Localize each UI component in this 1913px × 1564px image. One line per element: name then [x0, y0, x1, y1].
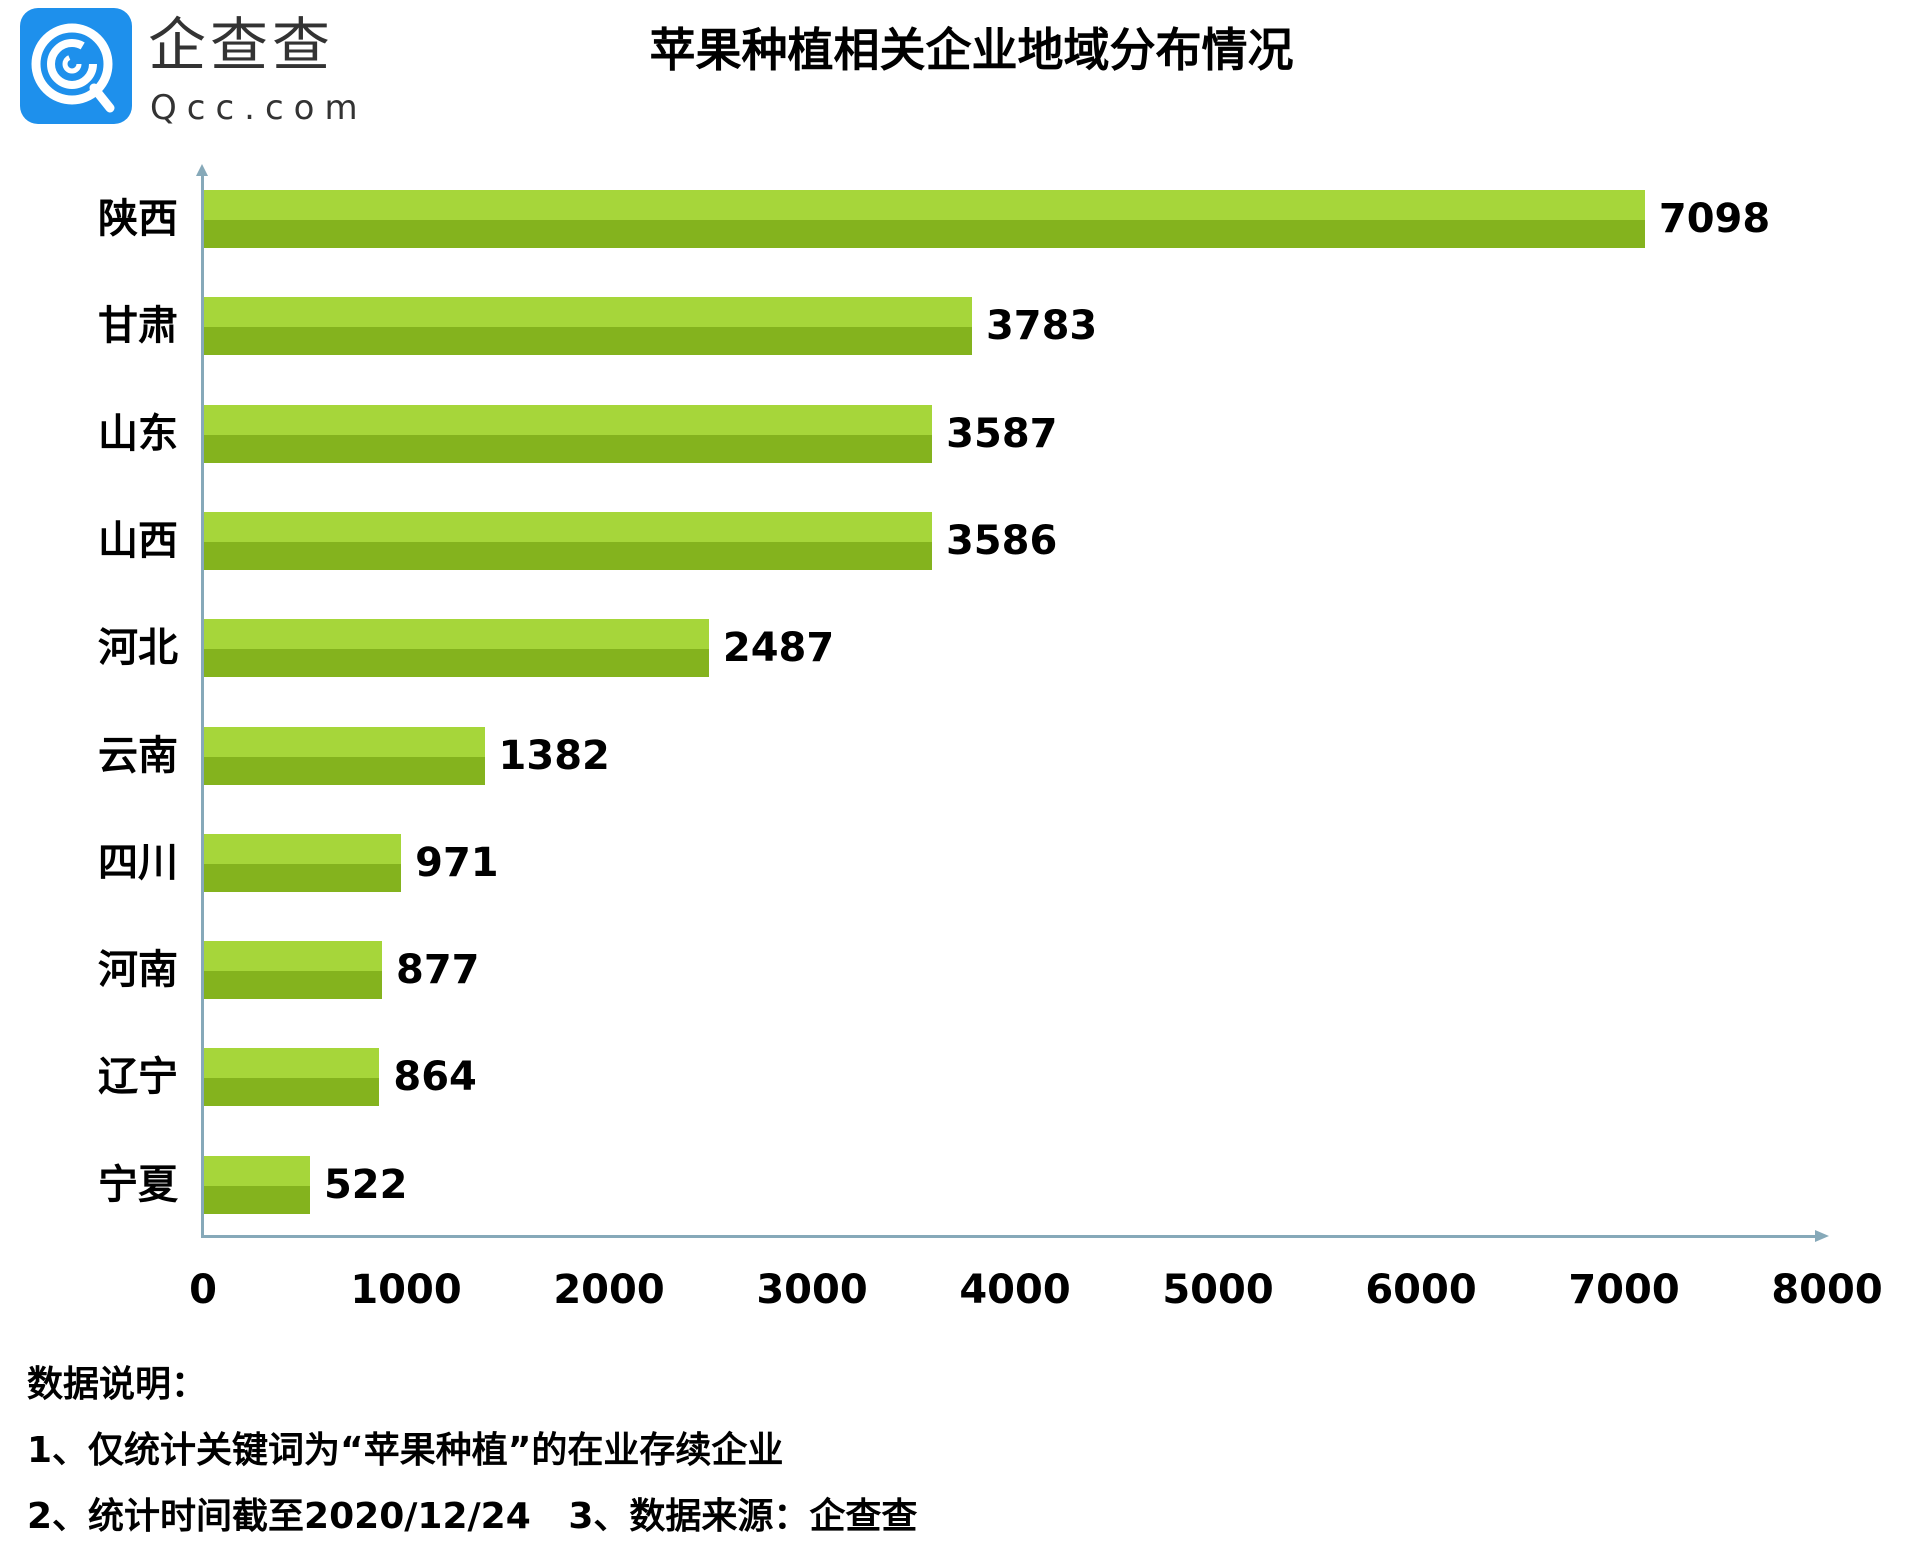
bar-row: 四川 971 — [0, 833, 1913, 892]
value-label: 3587 — [946, 410, 1058, 457]
bar-shade — [204, 1078, 380, 1107]
x-tick-label: 7000 — [1568, 1267, 1680, 1313]
bar — [204, 404, 933, 463]
category-label: 陕西 — [98, 196, 178, 242]
bar — [204, 511, 932, 570]
bar-highlight — [204, 511, 932, 542]
logo-text-en: Qcc.com — [150, 88, 368, 128]
bar-row: 宁夏 522 — [0, 1155, 1913, 1214]
x-axis-line — [201, 1235, 1819, 1238]
value-label: 2487 — [722, 625, 835, 672]
bar-chart: 陕西 7098 甘肃 3783 山东 3587 山西 3586 河北 2487 云南 1382 四川 97… — [0, 164, 1913, 1313]
bar-shade — [204, 327, 972, 356]
bar-highlight — [204, 404, 933, 435]
x-tick-label: 8000 — [1771, 1267, 1883, 1313]
qcc-logo-icon — [20, 8, 132, 124]
bar-highlight — [204, 1048, 380, 1079]
bar-row: 河北 2487 — [0, 619, 1913, 678]
value-label: 877 — [396, 947, 480, 994]
bar-row: 河南 877 — [0, 941, 1913, 1000]
x-tick-label: 2000 — [553, 1267, 665, 1313]
value-label: 1382 — [498, 732, 610, 779]
bar-row: 山西 3586 — [0, 511, 1913, 570]
logo-text-cn: 企查查 — [148, 11, 335, 79]
x-tick-label: 3000 — [756, 1267, 868, 1313]
value-label: 3783 — [985, 303, 1098, 350]
bar — [204, 941, 383, 1000]
bar-shade — [204, 541, 932, 570]
bar-row: 辽宁 864 — [0, 1048, 1913, 1107]
bar-highlight — [204, 1155, 310, 1186]
notes-line-2: 2、统计时间截至2020/12/24 3、数据来源：企查查 — [27, 1496, 918, 1537]
bar-shade — [204, 971, 383, 1000]
category-label: 山西 — [98, 517, 178, 564]
bar-shade — [204, 756, 485, 785]
value-label: 971 — [415, 839, 499, 886]
category-label: 辽宁 — [98, 1054, 178, 1101]
bar-highlight — [204, 726, 485, 757]
x-tick-label: 1000 — [350, 1267, 462, 1313]
bar-highlight — [204, 619, 709, 650]
value-label: 864 — [393, 1054, 477, 1101]
bar-shade — [204, 649, 709, 678]
bar-highlight — [204, 297, 972, 328]
value-label: 3586 — [945, 517, 1058, 564]
bar — [204, 1048, 380, 1107]
category-label: 山东 — [98, 410, 178, 457]
chart-title: 苹果种植相关企业地域分布情况 — [649, 23, 1294, 77]
category-label: 云南 — [98, 732, 178, 779]
bar-highlight — [204, 941, 383, 972]
bar — [204, 190, 1645, 248]
bar-highlight — [204, 190, 1645, 220]
qcc-logo: 企查查 Qcc.com — [20, 8, 358, 128]
data-notes: 数据说明： 1、仅统计关键词为“苹果种植”的在业存续企业 2、统计时间截至202… — [27, 1352, 917, 1550]
category-label: 河北 — [98, 625, 178, 672]
bar — [204, 297, 972, 356]
value-label: 522 — [323, 1161, 408, 1208]
category-label: 河南 — [98, 947, 178, 994]
bar-row: 山东 3587 — [0, 404, 1913, 463]
y-axis-line — [201, 170, 204, 1238]
bar — [204, 619, 709, 678]
x-tick-label: 5000 — [1162, 1267, 1274, 1313]
y-axis-arrow-icon — [196, 164, 208, 176]
category-label: 宁夏 — [98, 1161, 178, 1208]
bar — [204, 1155, 310, 1214]
bar-row: 陕西 7098 — [0, 190, 1913, 248]
bar-shade — [204, 220, 1645, 248]
bar-shade — [204, 863, 402, 892]
bar — [204, 726, 485, 785]
x-tick-label: 4000 — [959, 1267, 1071, 1313]
x-axis-arrow-icon — [1815, 1230, 1829, 1242]
category-label: 甘肃 — [98, 303, 178, 350]
bar-highlight — [204, 833, 402, 864]
x-tick-label: 0 — [189, 1267, 217, 1313]
bar-row: 甘肃 3783 — [0, 297, 1913, 356]
bar-shade — [204, 434, 933, 463]
bar-row: 云南 1382 — [0, 726, 1913, 785]
notes-line-1: 1、仅统计关键词为“苹果种植”的在业存续企业 — [27, 1430, 784, 1471]
notes-heading: 数据说明： — [27, 1364, 208, 1405]
bar — [204, 833, 402, 892]
value-label: 7098 — [1658, 196, 1771, 242]
bar-shade — [204, 1185, 310, 1214]
x-tick-label: 6000 — [1365, 1267, 1477, 1313]
category-label: 四川 — [98, 839, 178, 886]
